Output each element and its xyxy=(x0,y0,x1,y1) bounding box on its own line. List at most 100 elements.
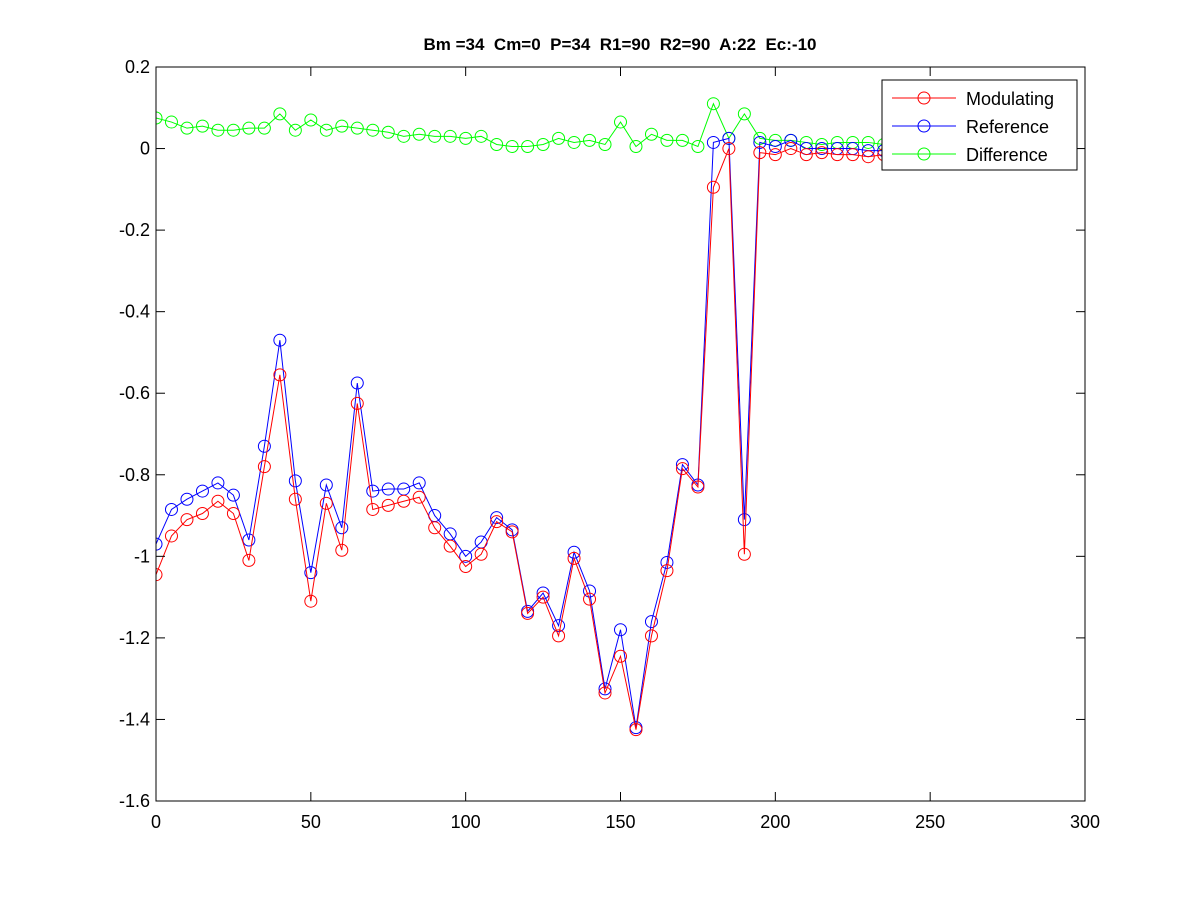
data-point-difference xyxy=(567,135,581,149)
data-point-difference xyxy=(335,119,349,133)
y-tick-label: -1.2 xyxy=(119,628,150,648)
legend-box xyxy=(881,79,1078,171)
data-point-reference xyxy=(706,135,720,149)
data-point-difference xyxy=(381,125,395,139)
legend-label-difference: Difference xyxy=(966,145,1048,165)
data-point-modulating xyxy=(443,539,457,553)
data-point-modulating xyxy=(830,148,844,162)
y-tick-label: -1.4 xyxy=(119,709,150,729)
data-point-modulating xyxy=(459,560,473,574)
data-point-difference xyxy=(737,107,751,121)
data-point-reference xyxy=(536,586,550,600)
legend: Modulating Reference Difference xyxy=(881,79,1078,171)
data-point-modulating xyxy=(319,496,333,510)
data-point-difference xyxy=(164,115,178,129)
x-tick-label: 300 xyxy=(1070,812,1100,832)
data-point-modulating xyxy=(521,606,535,620)
data-point-modulating xyxy=(335,543,349,557)
data-point-reference xyxy=(722,131,736,145)
data-point-reference xyxy=(273,333,287,347)
x-tick-label: 0 xyxy=(151,812,161,832)
data-point-reference xyxy=(598,682,612,696)
data-point-modulating xyxy=(629,723,643,737)
data-point-modulating xyxy=(490,515,504,529)
data-point-modulating xyxy=(799,148,813,162)
data-point-modulating xyxy=(675,462,689,476)
data-point-difference xyxy=(195,119,209,133)
data-point-reference xyxy=(412,476,426,490)
data-point-reference xyxy=(381,482,395,496)
data-point-modulating xyxy=(164,529,178,543)
data-point-difference xyxy=(226,123,240,137)
data-point-modulating xyxy=(474,547,488,561)
data-point-reference xyxy=(784,133,798,147)
chart-title: Bm =34 Cm=0 P=34 R1=90 R2=90 A:22 Ec:-10 xyxy=(424,35,817,54)
data-point-reference xyxy=(366,484,380,498)
data-point-modulating xyxy=(350,396,364,410)
data-point-modulating xyxy=(273,368,287,382)
data-point-difference xyxy=(319,123,333,137)
data-point-reference xyxy=(768,140,782,154)
y-tick-label: -0.6 xyxy=(119,383,150,403)
data-point-difference xyxy=(614,115,627,129)
data-point-modulating xyxy=(567,551,581,565)
data-point-modulating xyxy=(180,513,194,527)
data-point-difference xyxy=(490,137,504,151)
x-tick-label: 50 xyxy=(301,812,321,832)
data-point-modulating xyxy=(552,629,566,643)
data-point-modulating xyxy=(644,629,658,643)
data-point-reference xyxy=(242,533,256,547)
data-point-modulating xyxy=(722,142,736,156)
series-layer xyxy=(156,97,906,737)
data-point-reference xyxy=(156,537,163,551)
data-point-difference xyxy=(675,133,689,147)
data-point-reference xyxy=(211,476,225,490)
data-point-difference xyxy=(288,123,302,137)
data-point-modulating xyxy=(536,590,550,604)
y-tick-label: -1 xyxy=(134,546,150,566)
y-tick-label: -0.8 xyxy=(119,465,150,485)
data-point-modulating xyxy=(768,148,782,162)
data-point-reference xyxy=(257,439,271,453)
data-point-reference xyxy=(753,135,767,149)
data-point-modulating xyxy=(257,460,271,474)
x-tick-label: 250 xyxy=(915,812,945,832)
data-point-reference xyxy=(304,566,318,580)
data-point-modulating xyxy=(815,146,829,160)
data-point-modulating xyxy=(211,494,225,508)
data-point-difference xyxy=(505,140,519,154)
data-point-difference xyxy=(242,121,256,135)
data-point-modulating xyxy=(614,649,627,663)
legend-marker-reference xyxy=(917,119,931,133)
legend-label-reference: Reference xyxy=(966,117,1049,137)
series-line-modulating xyxy=(156,148,900,730)
data-point-modulating xyxy=(156,568,163,582)
data-point-modulating xyxy=(366,502,380,516)
x-tick-label: 200 xyxy=(760,812,790,832)
data-point-difference xyxy=(257,121,271,135)
data-point-difference xyxy=(691,140,705,154)
data-point-modulating xyxy=(195,507,209,521)
data-point-difference xyxy=(521,140,535,154)
data-point-reference xyxy=(737,513,751,527)
data-point-modulating xyxy=(753,146,767,160)
data-point-modulating xyxy=(784,142,798,156)
data-point-modulating xyxy=(428,521,442,535)
plot-area xyxy=(156,67,1085,801)
y-tick-label: -0.2 xyxy=(119,220,150,240)
data-point-difference xyxy=(629,140,643,154)
data-point-modulating xyxy=(583,592,597,606)
data-point-difference xyxy=(366,123,380,137)
data-point-difference xyxy=(156,111,163,125)
y-tick-label: -1.6 xyxy=(119,791,150,811)
data-point-difference xyxy=(180,121,194,135)
legend-marker-difference xyxy=(917,147,931,161)
data-point-modulating xyxy=(304,594,318,608)
data-point-reference xyxy=(180,492,194,506)
data-point-difference xyxy=(706,97,720,111)
data-point-difference xyxy=(583,133,597,147)
data-point-difference xyxy=(815,137,829,151)
data-point-difference xyxy=(598,137,612,151)
data-point-reference xyxy=(583,584,597,598)
